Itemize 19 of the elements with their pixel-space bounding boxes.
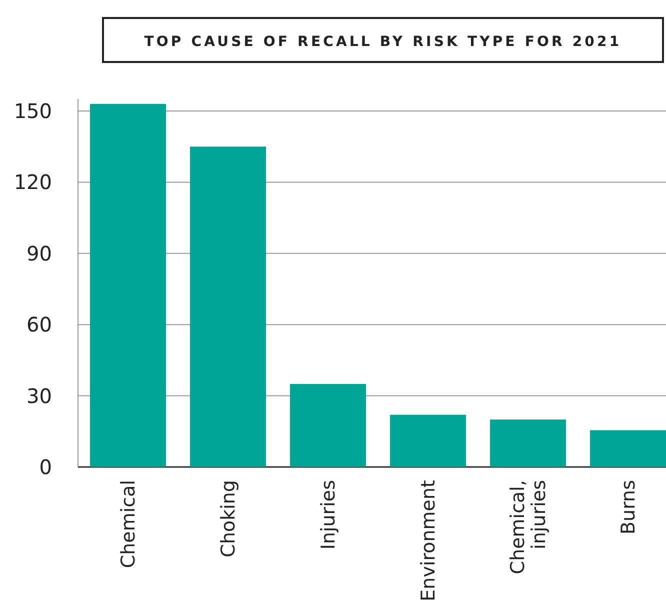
y-tick-label: 0	[39, 455, 52, 479]
bar	[190, 146, 266, 467]
x-tick-label: Environment	[418, 480, 440, 602]
x-tick-label: Chemical	[118, 480, 140, 568]
x-tick-label: Chemical, injuries	[507, 480, 550, 574]
chart-title: TOP CAUSE OF RECALL BY RISK TYPE FOR 2021	[144, 34, 622, 50]
bar	[290, 384, 366, 467]
y-tick-label: 150	[14, 99, 52, 123]
x-tick-label: Choking	[218, 480, 240, 558]
y-tick-label: 60	[26, 312, 52, 337]
bar	[390, 414, 466, 467]
y-tick-label: 120	[14, 170, 52, 194]
bar	[590, 430, 666, 467]
x-tick-label: Burns	[618, 480, 640, 534]
y-tick-label: 30	[26, 384, 52, 408]
y-tick-label: 90	[26, 241, 52, 266]
bar	[490, 420, 566, 467]
bar	[90, 104, 166, 467]
x-tick-label: Injuries	[318, 480, 340, 550]
